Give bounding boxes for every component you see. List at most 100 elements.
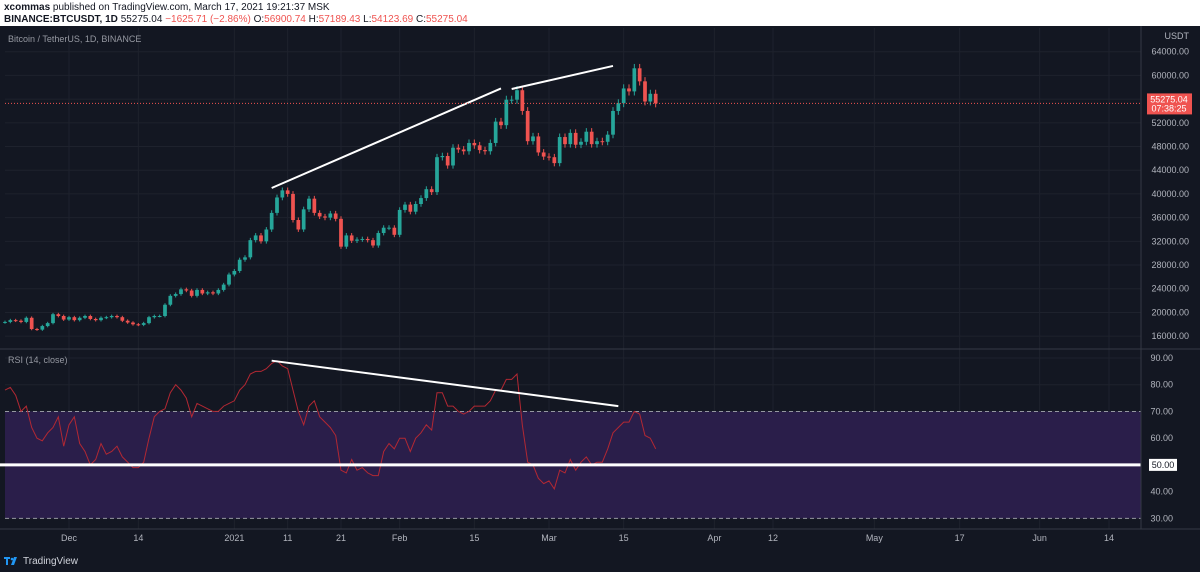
- candle[interactable]: [131, 321, 135, 326]
- candle[interactable]: [371, 237, 375, 248]
- candle[interactable]: [216, 288, 221, 296]
- candle[interactable]: [429, 186, 434, 196]
- candle[interactable]: [179, 287, 183, 296]
- candle[interactable]: [24, 316, 29, 324]
- candle[interactable]: [120, 315, 125, 323]
- candle[interactable]: [648, 89, 653, 106]
- candle[interactable]: [440, 152, 445, 161]
- candle[interactable]: [365, 236, 370, 243]
- candle[interactable]: [627, 84, 631, 96]
- candle[interactable]: [472, 139, 477, 149]
- candle[interactable]: [312, 195, 317, 216]
- candle[interactable]: [83, 314, 87, 320]
- candle[interactable]: [280, 187, 285, 201]
- candle[interactable]: [584, 128, 589, 146]
- candle[interactable]: [579, 138, 583, 149]
- candle[interactable]: [616, 99, 621, 115]
- candle[interactable]: [285, 187, 290, 197]
- candle[interactable]: [264, 227, 269, 244]
- candle[interactable]: [344, 233, 349, 249]
- candle[interactable]: [152, 314, 157, 319]
- candle[interactable]: [275, 194, 279, 216]
- candle[interactable]: [557, 133, 562, 167]
- candle[interactable]: [477, 141, 482, 154]
- candle[interactable]: [317, 210, 322, 220]
- author-name[interactable]: xcommas: [4, 2, 51, 13]
- candle[interactable]: [568, 129, 573, 148]
- candle[interactable]: [360, 236, 365, 242]
- candle[interactable]: [323, 213, 327, 221]
- chart-canvas[interactable]: 16000.00 20000.00 24000.00 28000.00 32000.00…: [0, 26, 1200, 550]
- candle[interactable]: [637, 63, 642, 86]
- candle[interactable]: [115, 314, 119, 319]
- rsi-series-line[interactable]: [4, 360, 657, 491]
- candle[interactable]: [611, 107, 615, 139]
- candle[interactable]: [35, 327, 39, 331]
- candle[interactable]: [211, 290, 215, 296]
- candle[interactable]: [147, 315, 151, 325]
- candle[interactable]: [259, 233, 263, 244]
- candle[interactable]: [445, 152, 450, 169]
- candle[interactable]: [301, 206, 306, 232]
- candle[interactable]: [456, 144, 461, 153]
- candle[interactable]: [376, 230, 381, 248]
- candle[interactable]: [413, 201, 418, 215]
- candle[interactable]: [541, 149, 546, 160]
- candle[interactable]: [200, 288, 205, 296]
- candle[interactable]: [173, 292, 178, 298]
- candle[interactable]: [45, 321, 50, 328]
- candle[interactable]: [136, 323, 141, 327]
- candle[interactable]: [40, 324, 45, 331]
- candle[interactable]: [643, 77, 647, 106]
- candle[interactable]: [328, 210, 333, 221]
- candle[interactable]: [563, 133, 567, 148]
- tradingview-brand[interactable]: TradingView: [23, 556, 79, 567]
- candle[interactable]: [67, 315, 71, 321]
- candle[interactable]: [595, 137, 599, 148]
- candle[interactable]: [13, 318, 18, 323]
- candle[interactable]: [461, 146, 466, 155]
- candle[interactable]: [227, 272, 231, 287]
- candle[interactable]: [515, 86, 519, 104]
- candle[interactable]: [381, 225, 386, 236]
- candle[interactable]: [589, 128, 594, 148]
- candle[interactable]: [232, 269, 237, 277]
- candle[interactable]: [184, 287, 189, 293]
- candle[interactable]: [205, 290, 210, 296]
- candle[interactable]: [269, 210, 274, 232]
- candle[interactable]: [243, 255, 247, 262]
- candle[interactable]: [51, 312, 55, 325]
- candle[interactable]: [307, 195, 311, 212]
- candle[interactable]: [653, 89, 658, 108]
- candle[interactable]: [248, 237, 253, 260]
- candle[interactable]: [109, 314, 114, 319]
- candle[interactable]: [600, 137, 605, 146]
- candle[interactable]: [72, 315, 77, 322]
- trend-lines[interactable]: [0, 64, 1141, 467]
- candle[interactable]: [339, 216, 343, 249]
- candle[interactable]: [504, 95, 509, 129]
- candle[interactable]: [157, 314, 162, 318]
- candle[interactable]: [451, 144, 455, 169]
- tradingview-logo-icon[interactable]: [4, 556, 20, 566]
- candle[interactable]: [488, 139, 493, 155]
- candle[interactable]: [520, 86, 525, 115]
- candle[interactable]: [424, 186, 429, 201]
- candle[interactable]: [435, 153, 439, 196]
- candle[interactable]: [125, 319, 130, 324]
- candle[interactable]: [403, 201, 407, 213]
- candle[interactable]: [104, 315, 109, 320]
- candle[interactable]: [397, 207, 402, 238]
- candles[interactable]: [3, 63, 658, 331]
- candle[interactable]: [189, 288, 194, 298]
- candle[interactable]: [483, 146, 487, 155]
- candle[interactable]: [141, 321, 146, 327]
- candle[interactable]: [467, 139, 471, 155]
- candle[interactable]: [536, 132, 541, 156]
- candle[interactable]: [547, 153, 551, 161]
- candle[interactable]: [392, 225, 397, 238]
- candle[interactable]: [221, 282, 226, 292]
- candle[interactable]: [499, 117, 503, 129]
- candle[interactable]: [88, 314, 93, 321]
- candle[interactable]: [387, 225, 391, 231]
